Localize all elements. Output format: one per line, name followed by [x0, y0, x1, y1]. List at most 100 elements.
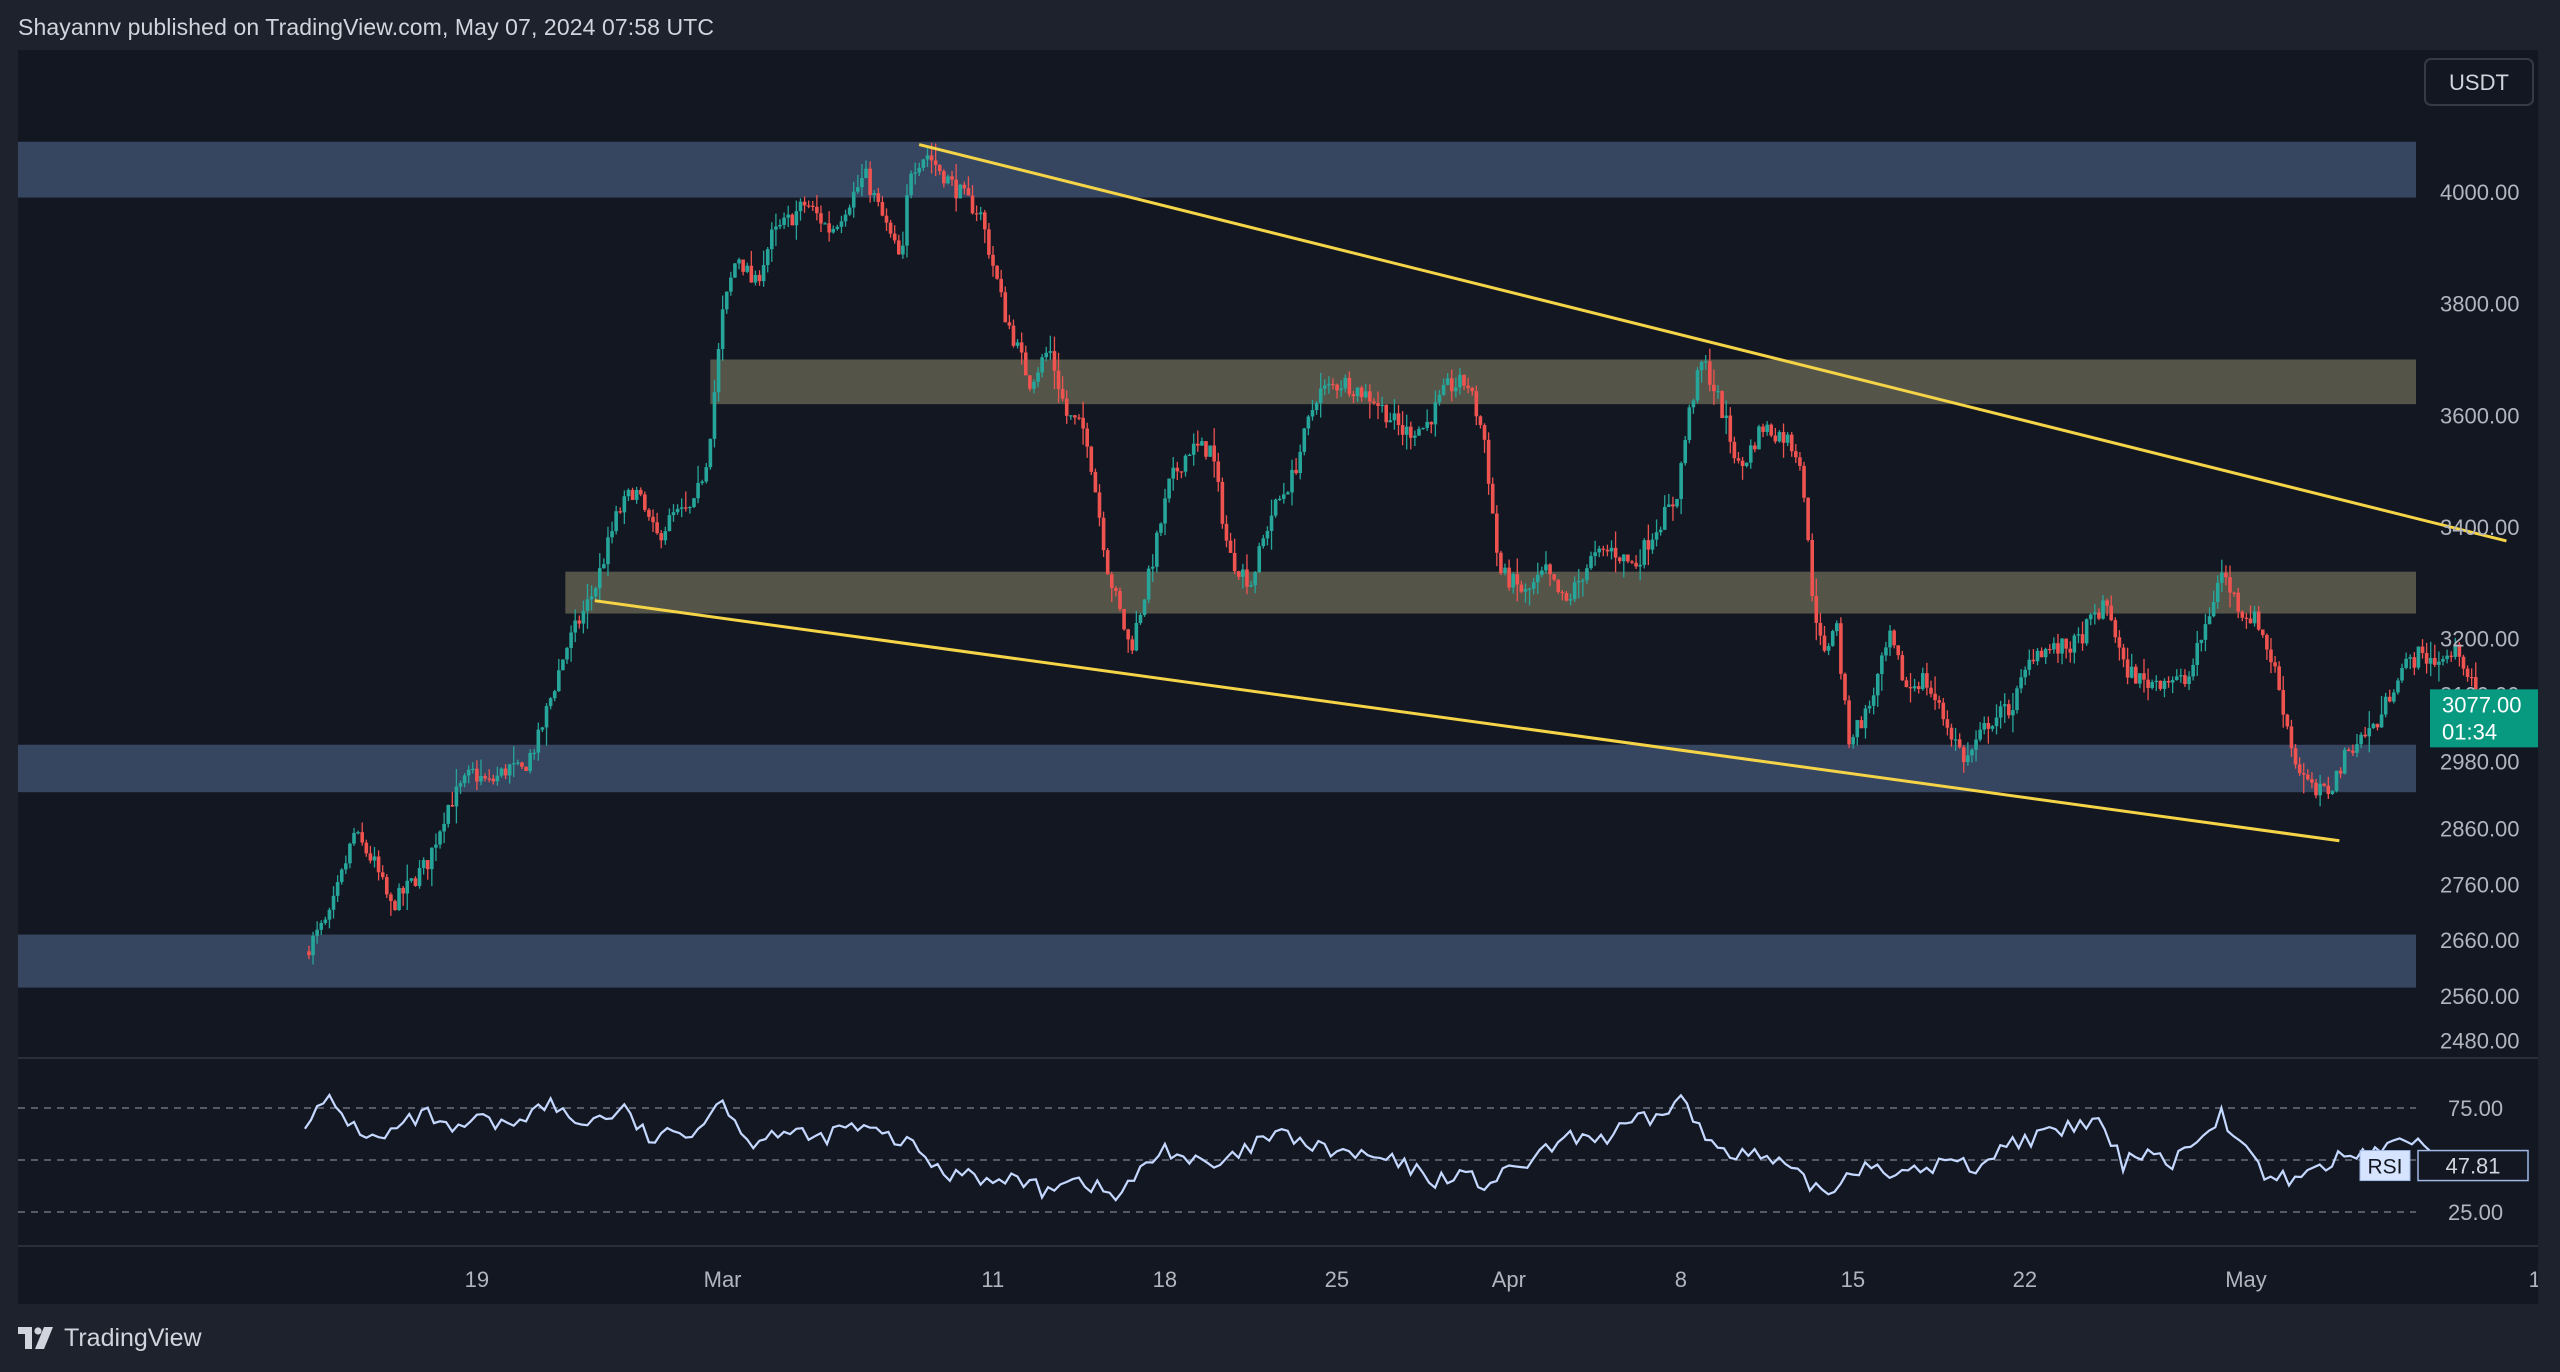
candle	[1159, 522, 1163, 537]
candle	[2367, 711, 2372, 753]
candle-body	[716, 349, 721, 393]
candle-body	[888, 222, 893, 234]
candle	[2256, 606, 2261, 631]
candle-body	[987, 229, 991, 255]
price-tick-label: 4000.00	[2440, 180, 2520, 205]
candle-body	[1740, 460, 1745, 467]
candle-body	[1019, 342, 1024, 353]
candle-body	[2416, 646, 2421, 668]
candle	[1069, 415, 1073, 420]
currency-selector[interactable]	[2424, 58, 2534, 106]
candle-body	[880, 202, 885, 216]
candle	[651, 509, 655, 532]
candle-body	[1789, 434, 1794, 452]
candle	[794, 200, 799, 240]
candle-body	[376, 856, 381, 873]
trendline-2[interactable]	[918, 143, 2507, 543]
candle	[364, 839, 369, 857]
candle-body	[1839, 623, 1843, 674]
candle-body	[1794, 451, 1798, 458]
candle	[1290, 459, 1294, 506]
candle	[2433, 644, 2437, 668]
candle	[1441, 378, 1446, 396]
currency-label[interactable]: USDT	[2449, 70, 2509, 95]
price-chart[interactable]: 4000.003800.003600.003400.003200.003100.…	[18, 50, 2553, 1304]
candle-body	[2187, 676, 2191, 685]
candle-body	[950, 176, 954, 180]
candle-body	[1286, 492, 1290, 495]
rsi-line[interactable]	[303, 1092, 2493, 1202]
candle-body	[2052, 643, 2056, 650]
candle-body	[700, 481, 704, 483]
candle	[884, 208, 889, 231]
candle-body	[1339, 388, 1343, 391]
candle-body	[2142, 673, 2146, 680]
candle-body	[1847, 700, 1851, 745]
candle	[1269, 499, 1274, 550]
candle-body	[1716, 391, 1720, 393]
candle-body	[331, 895, 336, 910]
candle	[1490, 477, 1495, 514]
candle	[1613, 531, 1618, 573]
candle-body	[1486, 439, 1491, 484]
candle-body	[933, 160, 938, 165]
candle-body	[1912, 686, 1917, 689]
candle	[610, 521, 614, 544]
candle-body	[2441, 659, 2445, 662]
candle-body	[1978, 729, 1982, 740]
candle-body	[786, 214, 790, 218]
candle	[1265, 526, 1270, 546]
candle	[868, 161, 872, 203]
candle	[671, 504, 676, 522]
candle	[1773, 427, 1778, 444]
candle	[659, 530, 664, 549]
candle-body	[860, 178, 864, 188]
candle-body	[2408, 657, 2413, 659]
candle-body	[1880, 655, 1884, 674]
candle	[1486, 432, 1491, 495]
candle-body	[2363, 734, 2367, 737]
rsi-tick-label: 75.00	[2448, 1096, 2503, 1121]
candle	[540, 726, 545, 733]
trendline-1[interactable]	[594, 599, 2340, 843]
candle	[622, 490, 627, 525]
candle	[700, 479, 704, 486]
candle-body	[1765, 424, 1769, 433]
candle	[577, 615, 582, 629]
candle-body	[503, 768, 508, 776]
candle	[2129, 653, 2134, 679]
chart-area[interactable]: 4000.003800.003600.003400.003200.003100.…	[18, 50, 2553, 1304]
candle	[2293, 744, 2298, 769]
candle	[2101, 595, 2105, 620]
price-tick-label: 2660.00	[2440, 928, 2520, 953]
candle	[2011, 693, 2015, 733]
candle-body	[438, 831, 442, 845]
candle	[1806, 497, 1810, 542]
candle	[597, 553, 602, 601]
candle	[1871, 687, 1876, 715]
candle-body	[2047, 648, 2052, 651]
candle	[1101, 511, 1106, 557]
candle-body	[1601, 548, 1606, 550]
candle-body	[2174, 676, 2179, 680]
candle-body	[683, 507, 688, 509]
candle-body	[2285, 714, 2290, 727]
tradingview-brand[interactable]: TradingView	[64, 1323, 202, 1352]
candle-body	[761, 265, 766, 282]
candle	[737, 257, 741, 270]
candle	[970, 185, 975, 215]
candle	[380, 865, 385, 880]
candle	[2342, 747, 2347, 775]
candle	[1187, 453, 1192, 457]
candle-body	[1556, 579, 1561, 592]
candle	[999, 269, 1003, 298]
candle-body	[602, 564, 606, 569]
candle-body	[1425, 421, 1429, 428]
candle	[2445, 649, 2449, 664]
candle	[798, 198, 803, 221]
candle	[425, 859, 430, 880]
candle-body	[2027, 659, 2032, 670]
tradingview-logo-icon[interactable]	[18, 1327, 54, 1349]
candle	[1785, 432, 1790, 447]
candle-body	[1408, 426, 1413, 438]
